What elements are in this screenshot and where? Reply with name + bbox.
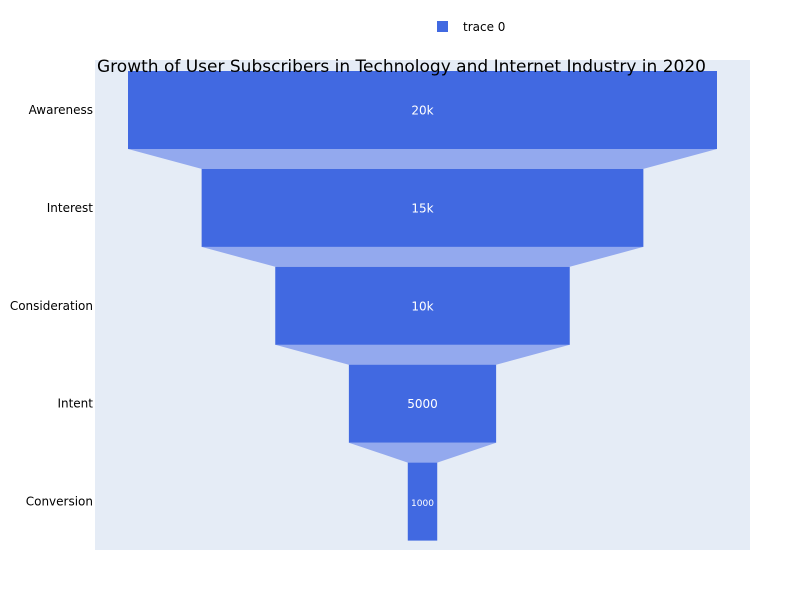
connector-consideration-to-intent xyxy=(275,344,570,365)
chart-title: Growth of User Subscribers in Technology… xyxy=(97,57,706,77)
category-label-consideration: Consideration xyxy=(10,299,93,313)
connector-intent-to-conversion xyxy=(348,442,497,463)
connector-group xyxy=(128,149,717,463)
category-label-intent: Intent xyxy=(57,397,93,411)
value-label-awareness: 20k xyxy=(411,104,433,118)
category-label-conversion: Conversion xyxy=(26,495,93,509)
category-label-group: Awareness Interest Consideration Intent Conv… xyxy=(10,103,93,509)
legend-entry-label: trace 0 xyxy=(463,20,505,34)
value-label-interest: 15k xyxy=(411,201,433,215)
category-label-awareness: Awareness xyxy=(29,103,93,117)
value-label-group: 20k 15k 10k 5000 1000 xyxy=(407,104,438,510)
funnel-bar-awareness[interactable] xyxy=(128,71,717,149)
funnel-bar-conversion[interactable] xyxy=(407,462,438,541)
bar-group xyxy=(128,71,717,541)
value-label-conversion: 1000 xyxy=(411,499,434,509)
connector-awareness-to-interest xyxy=(128,149,717,169)
category-label-interest: Interest xyxy=(47,201,94,215)
funnel-bar-intent[interactable] xyxy=(348,364,497,443)
value-label-consideration: 10k xyxy=(411,299,433,313)
funnel-bar-consideration[interactable] xyxy=(275,266,570,345)
funnel-bar-interest[interactable] xyxy=(201,168,644,247)
value-label-intent: 5000 xyxy=(407,397,438,411)
legend-swatch xyxy=(437,21,448,32)
connector-interest-to-consideration xyxy=(201,246,644,267)
legend[interactable]: trace 0 xyxy=(437,20,505,34)
